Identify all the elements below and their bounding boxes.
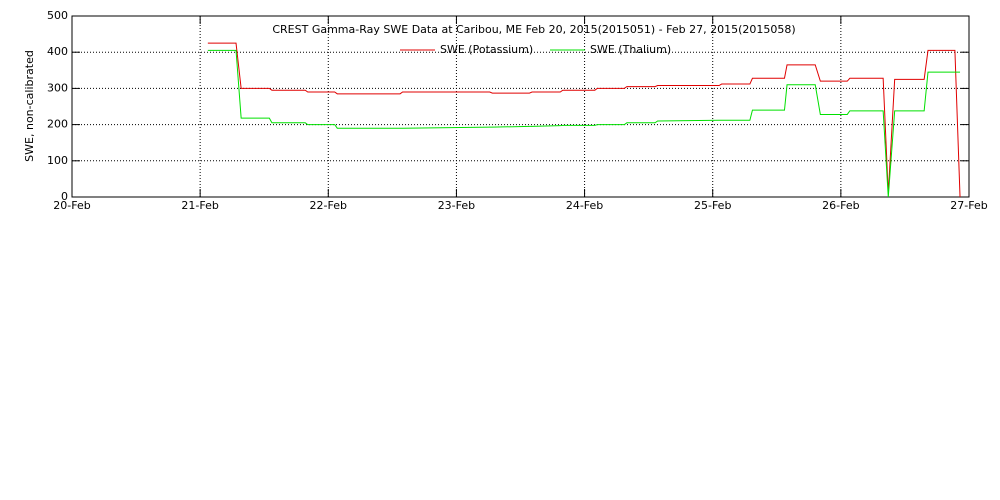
series-line (207, 49, 961, 198)
x-tick-label: 26-Feb (822, 199, 859, 212)
x-tick-label: 25-Feb (694, 199, 731, 212)
y-axis-label: SWE, non-calibrated (23, 50, 36, 162)
x-tick-label: 21-Feb (181, 199, 218, 212)
y-tick-label: 300 (47, 81, 68, 94)
x-tick-label: 20-Feb (53, 199, 90, 212)
y-tick-label: 400 (47, 45, 68, 58)
y-tick-label: 500 (47, 9, 68, 22)
x-tick-label: 27-Feb (950, 199, 987, 212)
chart-title: CREST Gamma-Ray SWE Data at Caribou, ME … (272, 23, 795, 36)
series-line (207, 42, 961, 198)
y-tick-label: 100 (47, 154, 68, 167)
plot-frame (71, 15, 970, 198)
legend-label: SWE (Thalium) (590, 43, 671, 56)
x-tick-label: 22-Feb (310, 199, 347, 212)
x-tick-label: 24-Feb (566, 199, 603, 212)
legend-label: SWE (Potassium) (440, 43, 533, 56)
y-tick-label: 0 (61, 190, 68, 203)
x-tick-label: 23-Feb (438, 199, 475, 212)
y-tick-label: 200 (47, 118, 68, 131)
